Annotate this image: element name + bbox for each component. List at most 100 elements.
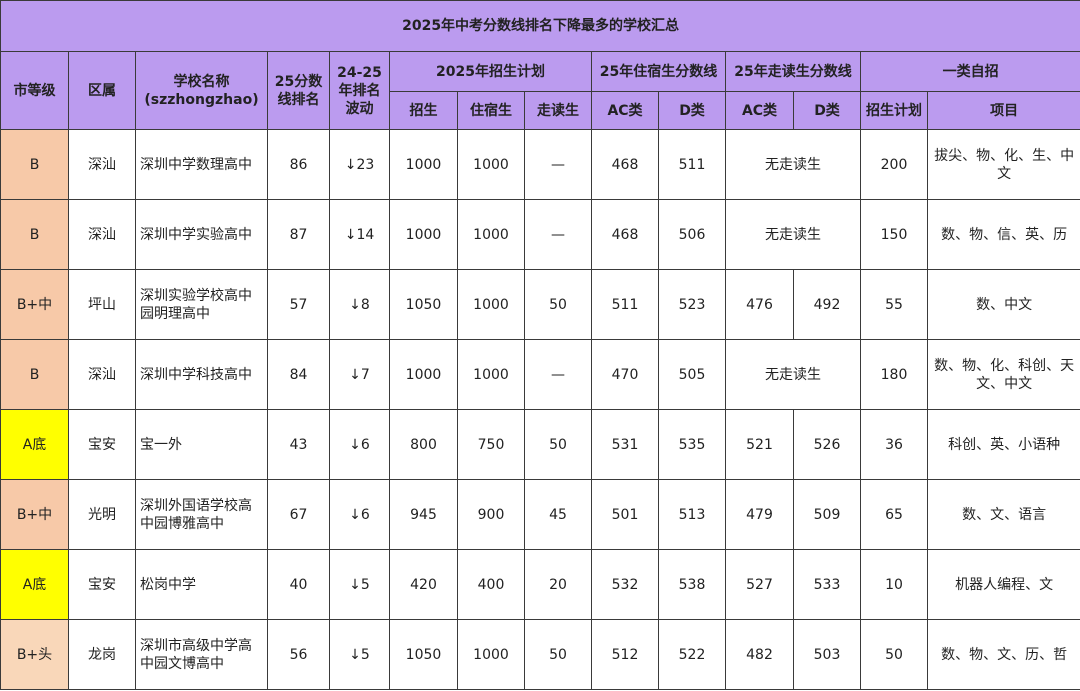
header-change-line1: 24-25 [337,64,382,81]
board-d-cell: 511 [658,129,726,200]
rank-cell: 40 [267,549,330,620]
school-cell: 松岗中学 [135,549,268,620]
rank-cell: 87 [267,199,330,270]
board-d-cell: 522 [658,619,726,690]
district-cell: 光明 [68,479,136,550]
table-row: B 深汕 深圳中学实验高中 87 ↓14 1000 1000 — 468 506… [0,199,1080,270]
plan-board-cell: 750 [457,409,525,480]
walk-d-cell: 533 [793,549,861,620]
header-walk-group: 25年走读生分数线 [725,51,861,92]
header-district: 区属 [68,51,136,130]
header-board-group: 25年住宿生分数线 [591,51,726,92]
header-self-plan: 招生计划 [860,91,928,130]
level-cell: B [0,129,69,200]
header-school-source: (szzhongzhao) [144,91,259,108]
plan-total-cell: 1050 [389,619,458,690]
board-ac-cell: 470 [591,339,659,410]
self-items-cell: 数、物、文、历、哲 [926,619,1080,690]
self-plan-cell: 180 [860,339,928,410]
change-cell: ↓6 [329,409,390,480]
self-items-cell: 拔尖、物、化、生、中文 [926,129,1080,200]
no-walk-cell: 无走读生 [725,129,861,200]
level-cell: A底 [0,549,69,620]
rank-cell: 84 [267,339,330,410]
header-rank-line2: 线排名 [277,91,320,108]
school-cell: 深圳中学数理高中 [135,129,268,200]
walk-d-cell: 492 [793,269,861,340]
self-plan-cell: 200 [860,129,928,200]
header-school-name: 学校名称 [173,73,230,90]
district-cell: 坪山 [68,269,136,340]
table-row: B+中 光明 深圳外国语学校高中园博雅高中 67 ↓6 945 900 45 5… [0,479,1080,550]
table-row: B+中 坪山 深圳实验学校高中园明理高中 57 ↓8 1050 1000 50 … [0,269,1080,340]
header-plan-total: 招生 [389,91,458,130]
plan-walk-cell: 50 [524,269,592,340]
school-cell: 深圳中学实验高中 [135,199,268,270]
district-cell: 龙岗 [68,619,136,690]
table-title: 2025年中考分数线排名下降最多的学校汇总 [0,0,1080,52]
board-d-cell: 505 [658,339,726,410]
plan-board-cell: 1000 [457,269,525,340]
board-d-cell: 538 [658,549,726,620]
self-items-cell: 机器人编程、文 [926,549,1080,620]
change-cell: ↓14 [329,199,390,270]
plan-walk-cell: — [524,129,592,200]
walk-ac-cell: 482 [725,619,794,690]
board-d-cell: 523 [658,269,726,340]
self-items-cell: 数、中文 [926,269,1080,340]
plan-total-cell: 1000 [389,129,458,200]
header-self-items: 项目 [926,91,1080,130]
change-cell: ↓6 [329,479,390,550]
plan-walk-cell: — [524,339,592,410]
school-cell: 深圳市高级中学高中园文博高中 [135,619,268,690]
header-walk-d: D类 [793,91,861,130]
district-cell: 深汕 [68,199,136,270]
board-ac-cell: 468 [591,199,659,270]
self-plan-cell: 36 [860,409,928,480]
level-cell: B [0,199,69,270]
plan-total-cell: 1050 [389,269,458,340]
rank-cell: 43 [267,409,330,480]
change-cell: ↓5 [329,619,390,690]
plan-board-cell: 900 [457,479,525,550]
header-self-group: 一类自招 [859,51,1080,92]
plan-walk-cell: 50 [524,409,592,480]
board-ac-cell: 532 [591,549,659,620]
rank-cell: 56 [267,619,330,690]
header-rank-line1: 25分数 [274,73,323,90]
plan-total-cell: 1000 [389,339,458,410]
board-ac-cell: 511 [591,269,659,340]
plan-walk-cell: — [524,199,592,270]
board-d-cell: 513 [658,479,726,550]
change-cell: ↓7 [329,339,390,410]
header-rank: 25分数 线排名 [267,51,330,130]
self-plan-cell: 55 [860,269,928,340]
plan-walk-cell: 45 [524,479,592,550]
self-plan-cell: 10 [860,549,928,620]
self-plan-cell: 50 [860,619,928,690]
walk-d-cell: 503 [793,619,861,690]
board-d-cell: 535 [658,409,726,480]
plan-total-cell: 800 [389,409,458,480]
table-row: A底 宝安 宝一外 43 ↓6 800 750 50 531 535 521 5… [0,409,1080,480]
level-cell: B+中 [0,479,69,550]
header-plan-board: 住宿生 [457,91,525,130]
level-cell: A底 [0,409,69,480]
header-level: 市等级 [0,51,69,130]
school-cell: 深圳中学科技高中 [135,339,268,410]
header-plan-group: 2025年招生计划 [389,51,592,92]
header-board-ac: AC类 [591,91,659,130]
table-row: A底 宝安 松岗中学 40 ↓5 420 400 20 532 538 527 … [0,549,1080,620]
walk-d-cell: 509 [793,479,861,550]
board-ac-cell: 512 [591,619,659,690]
board-ac-cell: 501 [591,479,659,550]
table-row: B 深汕 深圳中学科技高中 84 ↓7 1000 1000 — 470 505 … [0,339,1080,410]
self-items-cell: 数、物、化、科创、天文、中文 [926,339,1080,410]
level-cell: B+头 [0,619,69,690]
self-plan-cell: 65 [860,479,928,550]
change-cell: ↓23 [329,129,390,200]
header-board-d: D类 [658,91,726,130]
walk-ac-cell: 527 [725,549,794,620]
no-walk-cell: 无走读生 [725,199,861,270]
district-cell: 宝安 [68,549,136,620]
